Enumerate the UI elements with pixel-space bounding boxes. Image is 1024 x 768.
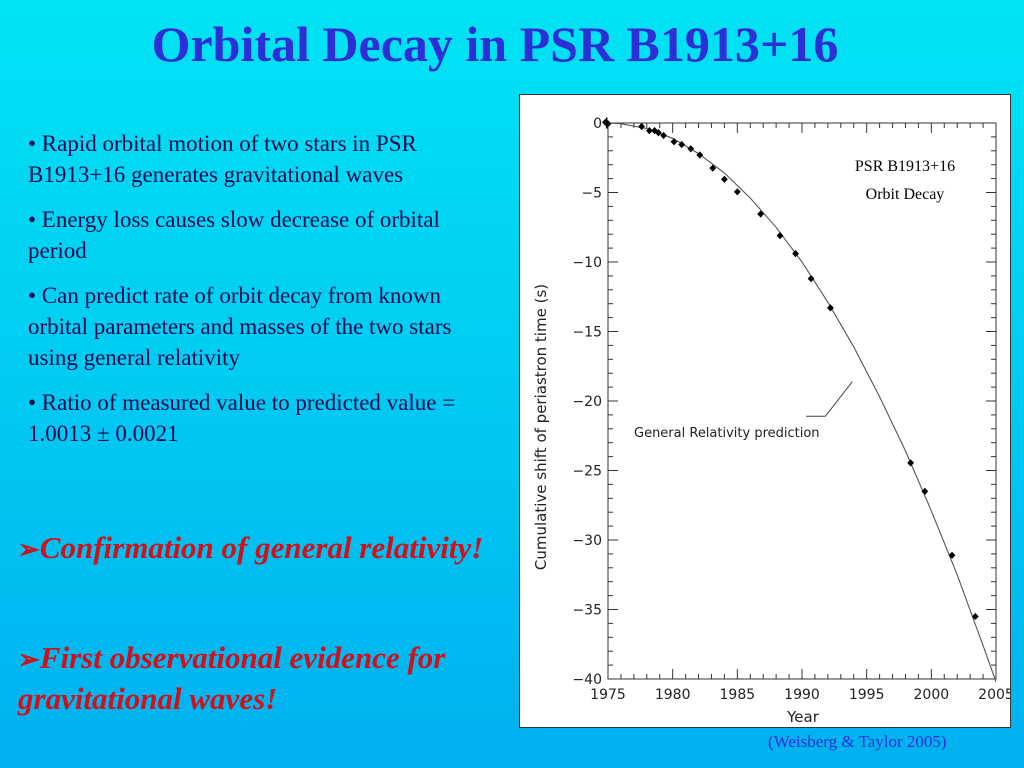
bullet-item: • Can predict rate of orbit decay from k…: [28, 283, 452, 370]
orbit-decay-chart: 1975 1980 1985 1990 1995 2000 2005 0 −5 −10 −15 −20…: [519, 94, 1014, 728]
data-point: [971, 612, 979, 621]
x-tick-label: 1985: [720, 687, 756, 703]
y-tick-label: −20: [572, 394, 602, 410]
x-tick-label: 1995: [849, 687, 885, 703]
chart-title-line-1: PSR B1913+16: [855, 158, 955, 175]
data-point: [604, 120, 612, 128]
data-point: [651, 127, 658, 135]
data-point: [696, 151, 704, 159]
data-point: [776, 231, 784, 240]
data-point: [678, 140, 686, 149]
x-axis-label: Year: [786, 708, 820, 726]
emphasis-evidence: ➢First observational evidence for gravit…: [18, 638, 523, 718]
bullet-list: • Rapid orbital motion of two stars in P…: [28, 128, 498, 463]
data-point: [645, 127, 653, 135]
emphasis-confirmation: ➢Confirmation of general relativity!: [18, 528, 523, 569]
data-point: [807, 275, 815, 283]
data-point: [757, 210, 765, 218]
data-point: [687, 145, 695, 153]
y-tick-label: −10: [572, 255, 602, 271]
data-point: [655, 129, 662, 137]
data-point: [827, 304, 834, 312]
x-tick-label: 1975: [590, 687, 626, 703]
bullet-item: • Ratio of measured value to predicted v…: [28, 390, 456, 446]
y-tick-label: −15: [572, 325, 602, 341]
slide-title: Orbital Decay in PSR B1913+16: [151, 16, 839, 72]
citation-credit: (Weisberg & Taylor 2005): [768, 732, 947, 751]
y-tick-label: −25: [572, 464, 602, 480]
annotation-leader-line: [824, 381, 853, 417]
data-point: [733, 188, 741, 196]
emphasis-text: First observational evidence for gravita…: [18, 640, 446, 716]
y-tick-label: −30: [572, 533, 602, 549]
y-tick-label: −5: [581, 186, 602, 202]
bullet-item: • Energy loss causes slow decrease of or…: [28, 207, 440, 263]
data-point: [792, 250, 799, 258]
x-tick-label: 2005: [978, 687, 1010, 703]
data-point: [921, 487, 929, 495]
x-tick-label: 1980: [655, 687, 691, 703]
data-point: [638, 122, 646, 131]
chart-annotation: General Relativity prediction: [634, 426, 820, 441]
data-point: [907, 459, 915, 467]
data-point: [602, 118, 609, 126]
data-point: [948, 551, 956, 559]
arrow-bullet-icon: ➢: [18, 645, 40, 674]
data-point: [721, 175, 728, 183]
chart-svg: 1975 1980 1985 1990 1995 2000 2005 0 −5 −10 −15 −20…: [532, 116, 1014, 726]
data-point: [709, 164, 717, 172]
x-tick-label: 2000: [914, 687, 950, 703]
bullet-item: • Rapid orbital motion of two stars in P…: [28, 131, 417, 187]
y-tick-label: −40: [572, 672, 602, 688]
arrow-bullet-icon: ➢: [18, 535, 40, 564]
gr-prediction-curve: [607, 122, 997, 682]
data-point: [670, 138, 678, 146]
data-point: [660, 131, 668, 140]
y-axis-label: Cumulative shift of periastron time (s): [532, 284, 550, 570]
emphasis-text: Confirmation of general relativity!: [39, 530, 484, 565]
y-tick-label: 0: [593, 116, 602, 132]
x-tick-label: 1990: [784, 687, 820, 703]
chart-title-line-2: Orbit Decay: [866, 186, 945, 203]
plot-frame: [607, 122, 997, 680]
y-tick-label: −35: [572, 603, 602, 619]
